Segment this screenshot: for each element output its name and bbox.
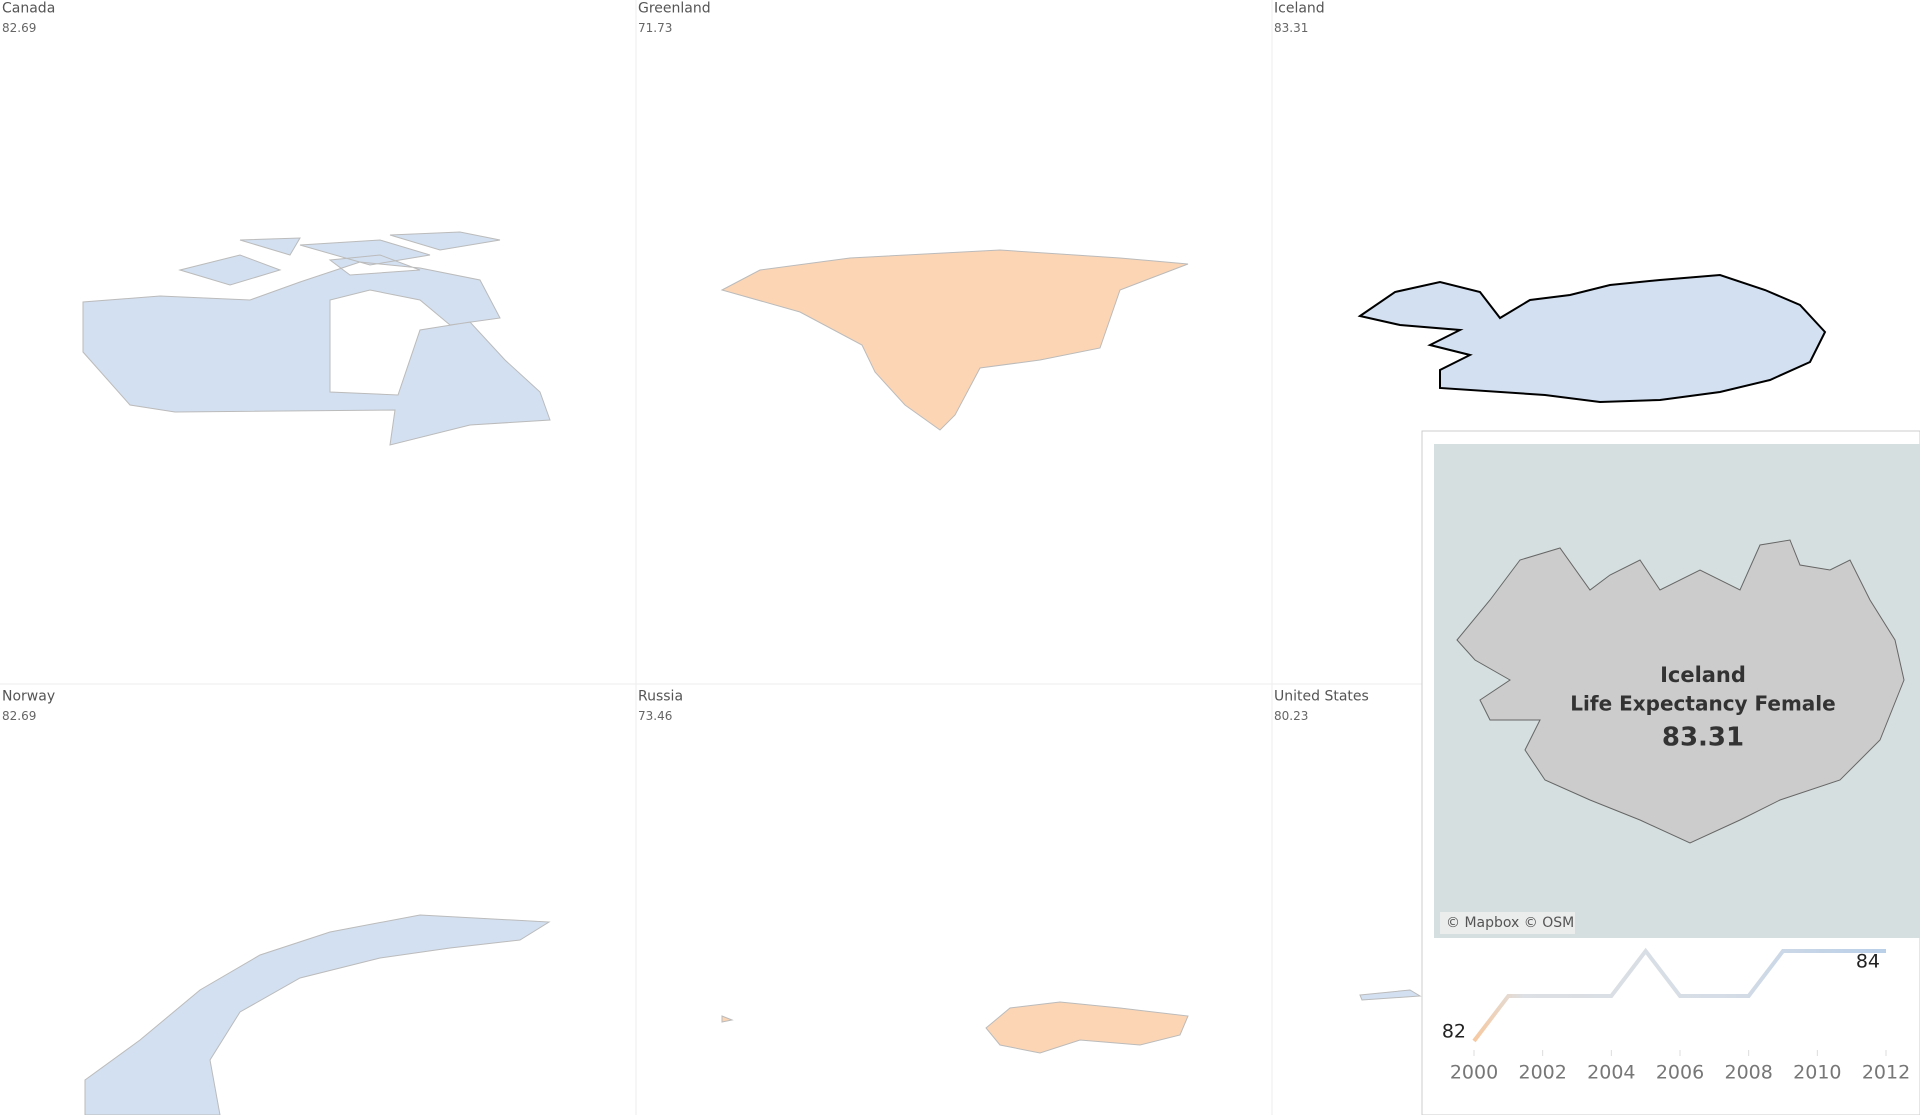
x-tick-label: 2008 (1724, 1062, 1772, 1084)
panel-value: 73.46 (638, 709, 672, 723)
panel-name: United States (1274, 689, 1369, 705)
attribution-box (1440, 912, 1575, 934)
panel-value: 83.31 (1274, 21, 1308, 35)
panel-value: 71.73 (638, 21, 672, 35)
panel-name: Norway (2, 689, 55, 705)
x-tick-label: 2002 (1518, 1062, 1566, 1084)
panel-value: 82.69 (2, 709, 36, 723)
country-shape[interactable] (84, 914, 551, 1115)
attribution: © Mapbox © OSM (1446, 915, 1574, 931)
panel-name: Russia (638, 689, 683, 705)
tooltip-country (1456, 539, 1905, 844)
country-shape[interactable] (720, 249, 1189, 431)
country-shape[interactable] (1359, 989, 1422, 1001)
x-tick-label: 2000 (1450, 1062, 1498, 1084)
country-shape[interactable] (721, 1001, 1189, 1054)
country-shape[interactable] (82, 231, 551, 446)
x-tick-label: 2012 (1862, 1062, 1910, 1084)
x-tick-label: 2004 (1587, 1062, 1635, 1084)
country-shape[interactable] (1357, 273, 1827, 404)
tooltip-title: Iceland (1660, 663, 1746, 687)
data-label: 84 (1856, 951, 1880, 973)
panel-value: 82.69 (2, 21, 36, 35)
tooltip-measure: Life Expectancy Female (1570, 692, 1835, 716)
panel-name: Iceland (1274, 1, 1325, 17)
panel-name: Canada (2, 1, 55, 17)
sparkline (1472, 947, 1886, 1043)
panel-name: Greenland (638, 1, 711, 17)
panel-value: 80.23 (1274, 709, 1308, 723)
x-tick-label: 2006 (1656, 1062, 1704, 1084)
tooltip-value: 83.31 (1662, 723, 1744, 753)
x-tick-label: 2010 (1793, 1062, 1841, 1084)
data-label: 82 (1442, 1021, 1466, 1043)
